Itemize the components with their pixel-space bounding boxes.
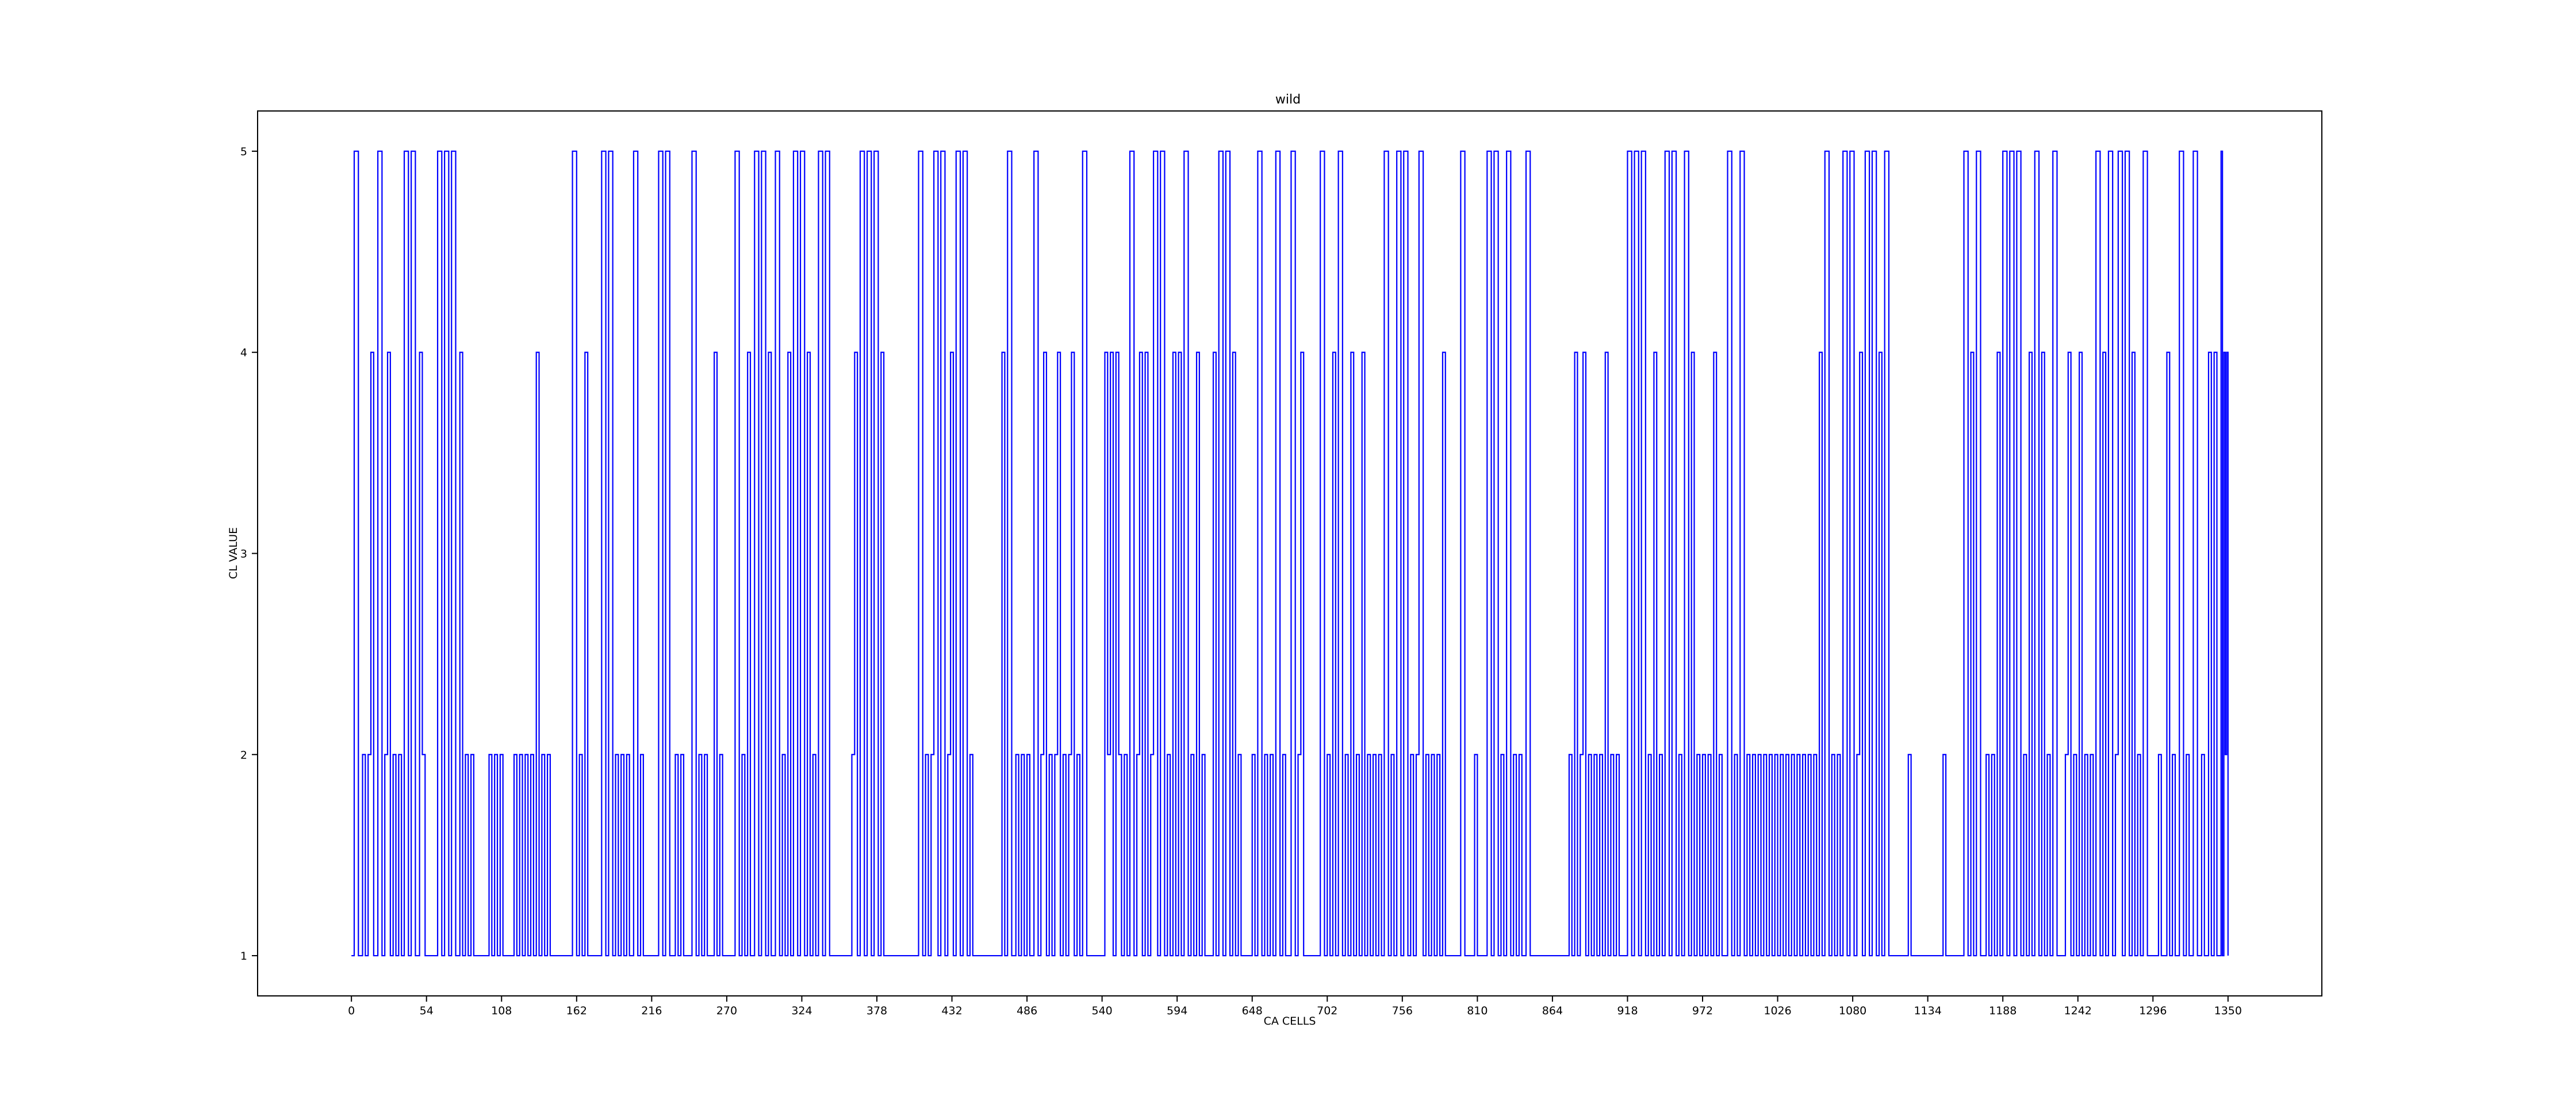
x-tick-label: 972 [1692, 1005, 1713, 1017]
x-tick-label: 270 [716, 1005, 737, 1017]
x-tick-label: 324 [791, 1005, 812, 1017]
x-tick-label: 216 [641, 1005, 662, 1017]
y-tick-label: 2 [240, 749, 247, 761]
x-tick-label: 1296 [2139, 1005, 2167, 1017]
x-tick-label: 702 [1317, 1005, 1337, 1017]
x-axis: 0 54 108 162 216 270 324 378 432 486 540 594 648 702 7… [348, 996, 2242, 1017]
x-tick-label: 54 [420, 1005, 434, 1017]
x-axis-title: CA CELLS [1264, 1015, 1316, 1028]
y-axis-title: CL VALUE [227, 527, 240, 579]
plot-area: 0 54 108 162 216 270 324 378 432 486 540 594 648 702 7… [240, 110, 2322, 1017]
x-tick-label: 1026 [1764, 1005, 1791, 1017]
plot-frame [257, 110, 2322, 996]
x-tick-label: 486 [1017, 1005, 1037, 1017]
x-tick-label: 918 [1617, 1005, 1638, 1017]
x-tick-label: 594 [1167, 1005, 1187, 1017]
x-tick-label: 648 [1242, 1005, 1263, 1017]
chart-title: wild [1275, 93, 1301, 107]
y-tick-label: 4 [240, 347, 247, 359]
x-tick-label: 378 [867, 1005, 887, 1017]
y-tick-label: 1 [240, 950, 247, 963]
x-tick-label: 162 [566, 1005, 587, 1017]
x-tick-label: 1080 [1839, 1005, 1866, 1017]
x-tick-label: 756 [1392, 1005, 1413, 1017]
x-tick-label: 1350 [2214, 1005, 2242, 1017]
y-tick-label: 3 [240, 548, 247, 561]
x-tick-label: 1242 [2064, 1005, 2092, 1017]
x-tick-label: 108 [491, 1005, 512, 1017]
y-tick-label: 5 [240, 145, 247, 158]
x-tick-label: 864 [1542, 1005, 1563, 1017]
x-tick-label: 0 [348, 1005, 355, 1017]
x-tick-label: 810 [1467, 1005, 1488, 1017]
series-line [351, 150, 2229, 957]
x-tick-label: 1134 [1914, 1005, 1941, 1017]
y-axis: 1 2 3 4 5 [240, 145, 258, 963]
x-tick-label: 1188 [1989, 1005, 2017, 1017]
x-tick-label: 432 [941, 1005, 962, 1017]
x-tick-label: 540 [1092, 1005, 1113, 1017]
